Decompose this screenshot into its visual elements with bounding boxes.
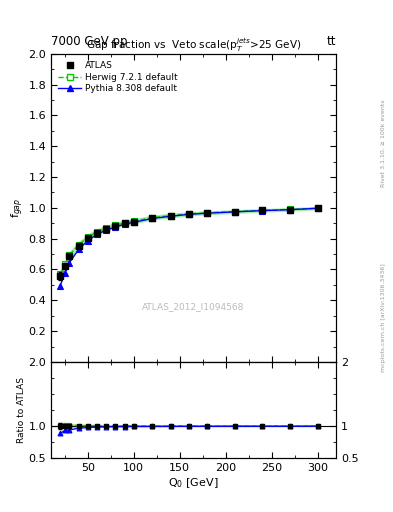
- Y-axis label: Ratio to ATLAS: Ratio to ATLAS: [17, 377, 26, 443]
- Text: tt: tt: [327, 35, 336, 48]
- Text: 7000 GeV pp: 7000 GeV pp: [51, 35, 128, 48]
- Text: mcplots.cern.ch [arXiv:1306.3436]: mcplots.cern.ch [arXiv:1306.3436]: [381, 263, 386, 372]
- Text: ATLAS_2012_I1094568: ATLAS_2012_I1094568: [142, 302, 245, 311]
- Legend: ATLAS, Herwig 7.2.1 default, Pythia 8.308 default: ATLAS, Herwig 7.2.1 default, Pythia 8.30…: [55, 58, 181, 96]
- X-axis label: Q$_0$ [GeV]: Q$_0$ [GeV]: [168, 476, 219, 489]
- Y-axis label: f$_{gap}$: f$_{gap}$: [9, 198, 26, 218]
- Text: Rivet 3.1.10, ≥ 100k events: Rivet 3.1.10, ≥ 100k events: [381, 99, 386, 187]
- Title: Gap fraction vs  Veto scale(p$_T^{jets}$>25 GeV): Gap fraction vs Veto scale(p$_T^{jets}$>…: [86, 36, 301, 54]
